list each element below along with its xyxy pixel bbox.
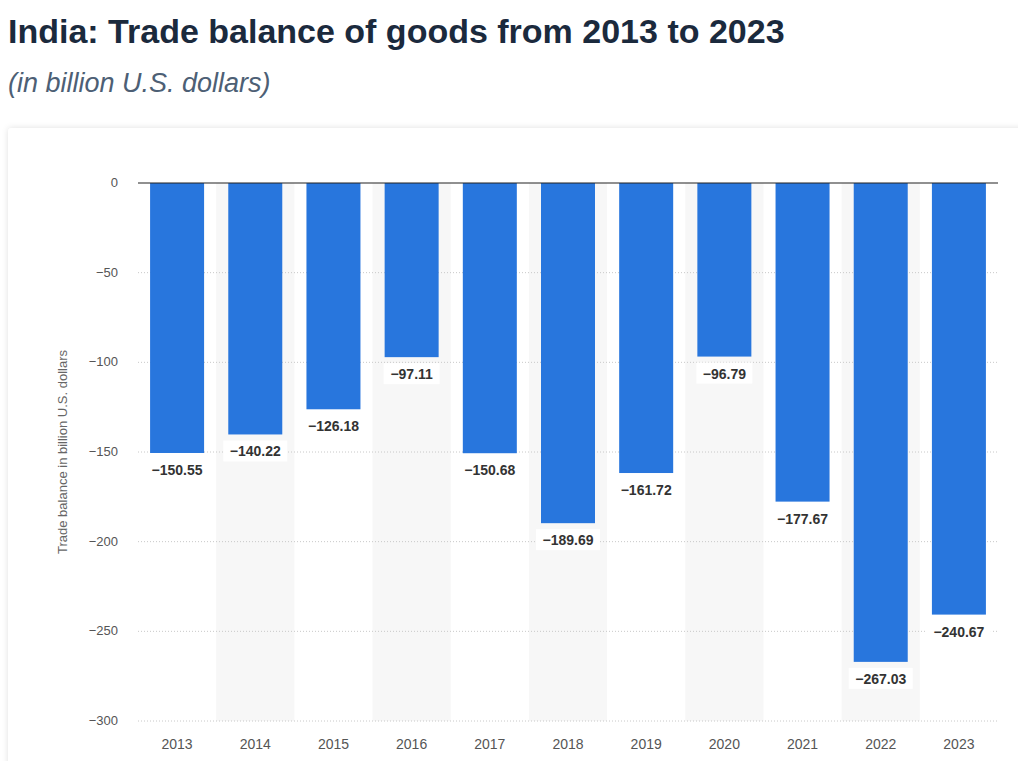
bars	[150, 183, 986, 662]
label-background	[849, 668, 913, 689]
category-label: 2021	[787, 736, 818, 752]
tick-label: −300	[89, 713, 118, 728]
grid-line	[138, 721, 998, 722]
category-label: 2019	[631, 736, 662, 752]
data-label: −150.55	[152, 462, 203, 478]
bar	[541, 183, 595, 523]
label-background	[771, 508, 835, 529]
tick-label: −100	[89, 354, 118, 369]
tick-label: −150	[89, 444, 118, 459]
bar	[463, 183, 517, 453]
label-background	[223, 440, 287, 461]
bar	[776, 183, 830, 502]
data-label: −267.03	[855, 671, 906, 687]
label-background	[384, 363, 440, 384]
data-label: −126.18	[308, 418, 359, 434]
data-label: −161.72	[621, 482, 672, 498]
card	[8, 128, 1018, 761]
label-background	[458, 459, 522, 480]
column-band	[216, 183, 294, 721]
category-label: 2015	[318, 736, 349, 752]
data-label: −140.22	[230, 443, 281, 459]
bar	[932, 183, 986, 615]
label-background	[696, 363, 752, 384]
bar	[619, 183, 673, 473]
label-background	[927, 621, 991, 642]
subtitle: (in billion U.S. dollars)	[8, 68, 271, 98]
data-label: −189.69	[543, 532, 594, 548]
tick-label: 0	[111, 175, 118, 190]
data-label: −150.68	[464, 462, 515, 478]
data-label: −97.11	[390, 366, 433, 382]
bar	[385, 183, 439, 357]
tick-label: −50	[96, 265, 118, 280]
tick-label: −200	[89, 534, 118, 549]
column-band	[842, 183, 920, 721]
category-label: 2013	[162, 736, 193, 752]
category-label: 2014	[240, 736, 271, 752]
category-label: 2018	[552, 736, 583, 752]
bar	[228, 183, 282, 434]
category-label: 2022	[865, 736, 896, 752]
category-label: 2020	[709, 736, 740, 752]
category-label: 2017	[474, 736, 505, 752]
label-background	[536, 529, 600, 550]
category-label: 2023	[943, 736, 974, 752]
y-axis-label: Trade balance in billion U.S. dollars	[55, 349, 70, 554]
data-label: −96.79	[703, 366, 746, 382]
label-background	[145, 459, 209, 480]
label-background	[301, 415, 365, 436]
bar	[854, 183, 908, 662]
label-background	[614, 479, 678, 500]
tick-label: −250	[89, 623, 118, 638]
data-label: −177.67	[777, 511, 828, 527]
data-label: −240.67	[933, 624, 984, 640]
chart: India: Trade balance of goods from 2013 …	[0, 0, 1018, 761]
category-label: 2016	[396, 736, 427, 752]
bar	[150, 183, 204, 453]
title: India: Trade balance of goods from 2013 …	[8, 12, 785, 50]
zero-line	[138, 182, 998, 183]
bar	[306, 183, 360, 409]
bar	[697, 183, 751, 357]
